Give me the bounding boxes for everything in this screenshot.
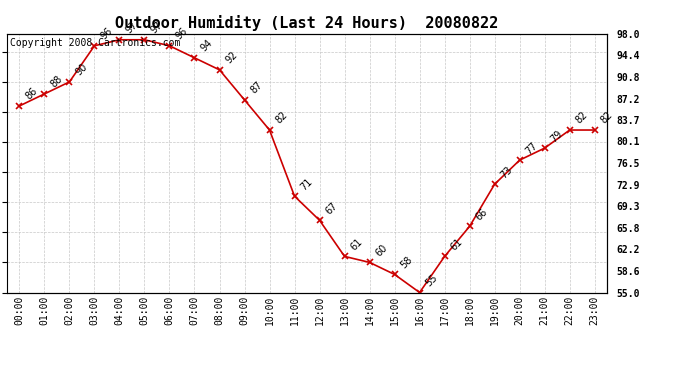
Text: 58: 58 [399,255,415,270]
Text: 61: 61 [448,237,464,252]
Text: 61: 61 [348,237,364,252]
Text: 87: 87 [248,80,264,96]
Text: 88: 88 [48,74,64,90]
Text: 97: 97 [124,20,139,36]
Text: 86: 86 [23,86,39,102]
Text: 82: 82 [274,110,290,126]
Text: 60: 60 [374,243,389,258]
Text: 77: 77 [524,140,540,156]
Text: 97: 97 [148,20,164,36]
Text: 94: 94 [199,38,215,54]
Text: 96: 96 [174,26,189,42]
Text: 82: 82 [574,110,590,126]
Text: 92: 92 [224,50,239,66]
Text: 79: 79 [549,128,564,144]
Text: 71: 71 [299,176,315,192]
Text: 96: 96 [99,26,115,42]
Title: Outdoor Humidity (Last 24 Hours)  20080822: Outdoor Humidity (Last 24 Hours) 2008082… [115,15,499,31]
Text: 82: 82 [599,110,615,126]
Text: 73: 73 [499,164,515,180]
Text: 55: 55 [424,272,440,288]
Text: Copyright 2008 Cartronics.com: Copyright 2008 Cartronics.com [10,38,180,48]
Text: 67: 67 [324,200,339,216]
Text: 90: 90 [74,62,89,78]
Text: 66: 66 [474,206,489,222]
